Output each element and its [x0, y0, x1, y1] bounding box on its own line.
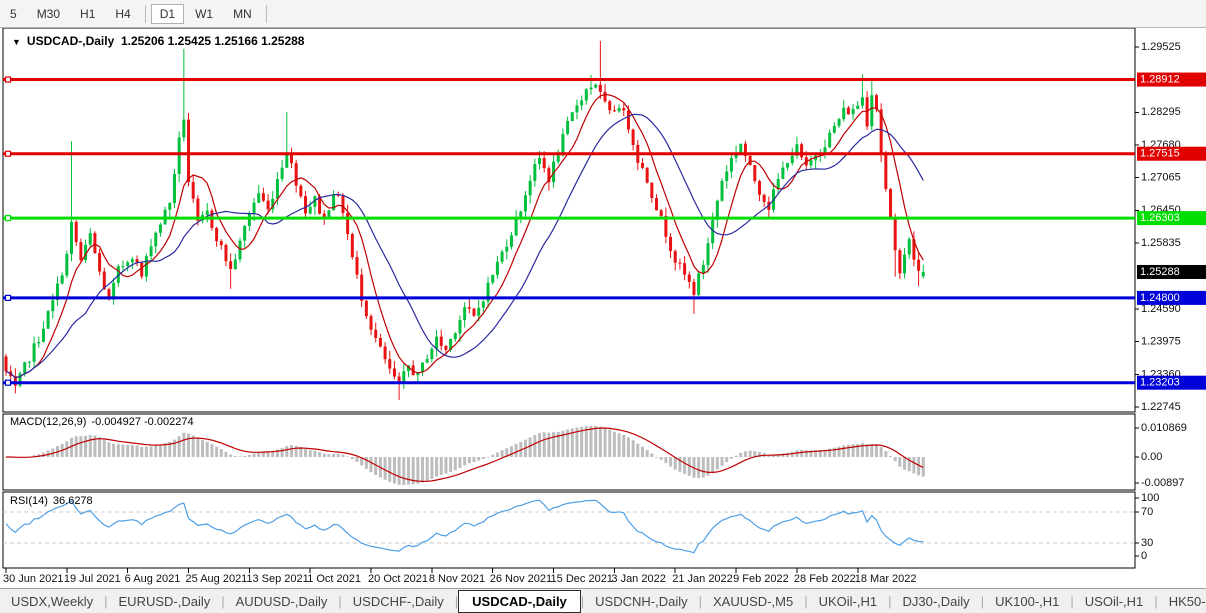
macd-name: MACD(12,26,9): [10, 416, 87, 428]
svg-text:15 Dec 2021: 15 Dec 2021: [551, 573, 613, 585]
svg-text:1.26303: 1.26303: [1140, 212, 1180, 224]
svg-text:1.24590: 1.24590: [1141, 303, 1181, 315]
tab-separator: |: [454, 593, 459, 609]
svg-text:0.00: 0.00: [1141, 451, 1162, 463]
chart-tabs: USDX,Weekly | EURUSD-,Daily | AUDUSD-,Daily |…: [0, 589, 1206, 613]
timeframe-button-m30[interactable]: M30: [36, 6, 61, 21]
chart-tab-usoil-h1[interactable]: USOil-,H1: [1084, 593, 1144, 609]
svg-text:1 Oct 2021: 1 Oct 2021: [307, 573, 361, 585]
svg-text:3 Jan 2022: 3 Jan 2022: [611, 573, 665, 585]
chart-tab-usdcad-daily[interactable]: USDCAD-,Daily: [458, 589, 581, 613]
svg-text:1.24800: 1.24800: [1140, 292, 1180, 304]
svg-text:30 Jun 2021: 30 Jun 2021: [3, 573, 64, 585]
tab-separator: |: [1154, 593, 1158, 609]
chart-symbol-label: USDCAD-,Daily: [26, 34, 115, 48]
chart-tab-dj30-daily[interactable]: DJ30-,Daily: [902, 593, 970, 609]
svg-text:8 Nov 2021: 8 Nov 2021: [429, 573, 485, 585]
rsi-name: RSI(14): [10, 495, 48, 507]
svg-text:20 Oct 2021: 20 Oct 2021: [368, 573, 428, 585]
chart-tab-audusd-daily[interactable]: AUDUSD-,Daily: [235, 593, 328, 609]
svg-text:1.25288: 1.25288: [1140, 266, 1180, 278]
chart-window[interactable]: 1.29525 1.28295 1.27680 1.27065 1.26450 1.258…: [0, 28, 1206, 588]
svg-text:0.010869: 0.010869: [1141, 422, 1187, 434]
tab-separator: |: [804, 593, 808, 609]
chart-tab-eurusd-daily[interactable]: EURUSD-,Daily: [118, 593, 211, 609]
tab-separator: |: [1070, 593, 1074, 609]
svg-text:19 Jul 2021: 19 Jul 2021: [64, 573, 121, 585]
toolbar-separator: [265, 4, 267, 23]
timeframe-buttons: 5 M30 H1 H4 D1 W1 MN: [0, 3, 271, 24]
chart-tab-usdcnh-daily[interactable]: USDCNH-,Daily: [595, 593, 688, 609]
tab-separator: |: [698, 593, 703, 609]
macd-values: -0.004927 -0.002274: [91, 416, 194, 428]
svg-text:1.27065: 1.27065: [1141, 172, 1181, 184]
chart-tab-xauusd-m5[interactable]: XAUUSD-,M5: [713, 593, 794, 609]
svg-text:6 Aug 2021: 6 Aug 2021: [125, 573, 181, 585]
chart-tab-ukoil-h1[interactable]: UKOil-,H1: [818, 593, 878, 609]
tab-separator: |: [580, 593, 585, 609]
tab-separator: |: [980, 593, 985, 609]
timeframe-button-d1[interactable]: D1: [150, 3, 185, 24]
chart-tab-usdx-weekly[interactable]: USDX,Weekly: [11, 593, 94, 609]
svg-text:1.27515: 1.27515: [1140, 148, 1180, 160]
rsi-value: 36.6278: [52, 495, 93, 507]
chart-tab-uk100-h1[interactable]: UK100-,H1: [995, 593, 1060, 609]
timeframe-button-h4[interactable]: H4: [115, 6, 131, 21]
rsi-indicator-label: RSI(14) 36.6278: [10, 495, 93, 507]
tab-separator: |: [338, 593, 342, 609]
tab-separator: |: [888, 593, 892, 609]
svg-text:1.28295: 1.28295: [1141, 106, 1181, 118]
svg-text:26 Nov 2021: 26 Nov 2021: [490, 573, 552, 585]
svg-text:70: 70: [1141, 506, 1153, 518]
svg-text:0: 0: [1141, 550, 1147, 562]
macd-indicator-label: MACD(12,26,9) -0.004927 -0.002274: [10, 416, 194, 428]
svg-text:9 Feb 2022: 9 Feb 2022: [733, 573, 789, 585]
svg-text:1.29525: 1.29525: [1141, 41, 1181, 53]
svg-text:1.25835: 1.25835: [1141, 237, 1181, 249]
price-chart-canvas[interactable]: 1.295251.282951.276801.270651.264501.258…: [0, 28, 1206, 588]
svg-text:-0.00897: -0.00897: [1141, 477, 1184, 489]
svg-text:100: 100: [1141, 492, 1159, 504]
chart-title: ▼ USDCAD-,Daily 1.25206 1.25425 1.25166 1…: [12, 34, 304, 48]
timeframe-button-5[interactable]: 5: [10, 6, 17, 21]
collapse-triangle-icon[interactable]: ▼: [12, 37, 21, 47]
timeframe-button-h1[interactable]: H1: [80, 6, 96, 21]
svg-text:1.23975: 1.23975: [1141, 336, 1181, 348]
svg-text:25 Aug 2021: 25 Aug 2021: [186, 573, 248, 585]
svg-text:1.22745: 1.22745: [1141, 401, 1181, 413]
timeframe-toolbar: 5 M30 H1 H4 D1 W1 MN: [0, 0, 1206, 28]
tab-separator: |: [221, 593, 225, 609]
chart-tab-hk50-h1[interactable]: HK50-,H1: [1168, 593, 1206, 609]
svg-text:1.28912: 1.28912: [1140, 73, 1180, 85]
toolbar-separator: [144, 4, 146, 23]
chart-tab-usdchf-daily[interactable]: USDCHF-,Daily: [352, 593, 444, 609]
svg-text:28 Feb 2022: 28 Feb 2022: [794, 573, 856, 585]
chart-tabs-bar: USDX,Weekly | EURUSD-,Daily | AUDUSD-,Daily |…: [0, 588, 1206, 613]
timeframe-button-w1[interactable]: W1: [195, 6, 214, 21]
timeframe-button-mn[interactable]: MN: [233, 6, 252, 21]
svg-text:21 Jan 2022: 21 Jan 2022: [672, 573, 733, 585]
svg-text:18 Mar 2022: 18 Mar 2022: [855, 573, 917, 585]
chart-ohlc-values: 1.25206 1.25425 1.25166 1.25288: [120, 34, 305, 48]
svg-text:30: 30: [1141, 537, 1153, 549]
svg-text:1.23203: 1.23203: [1140, 377, 1180, 389]
tab-separator: |: [104, 593, 108, 609]
svg-text:13 Sep 2021: 13 Sep 2021: [246, 573, 308, 585]
